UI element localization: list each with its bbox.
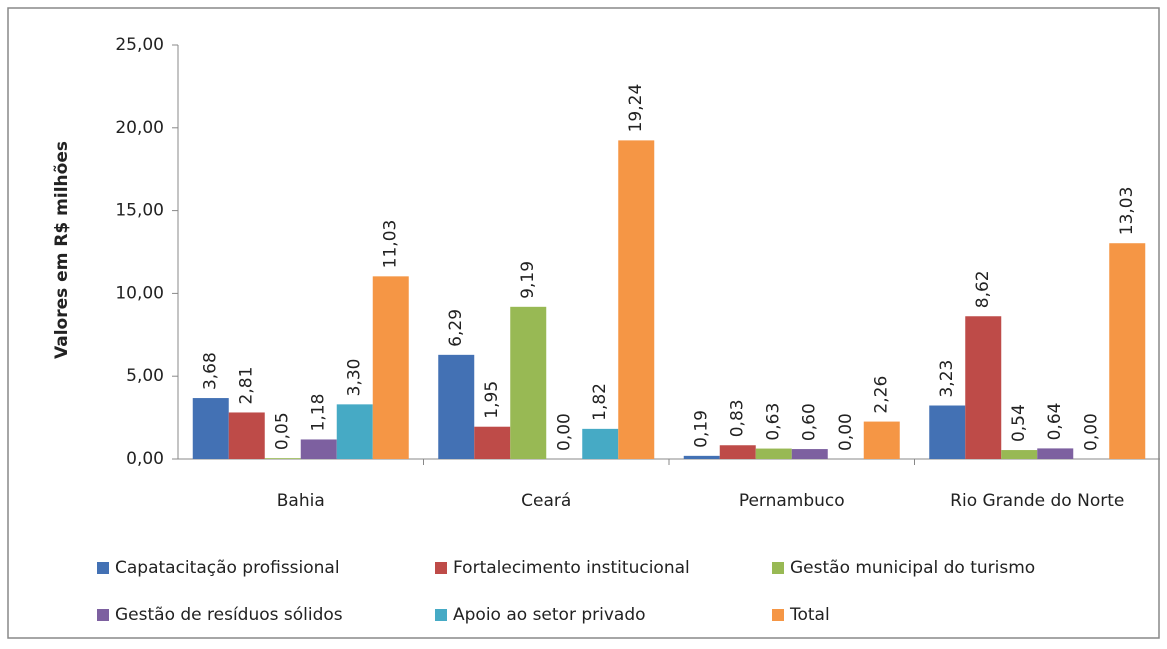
data-label: 1,95 (482, 381, 502, 419)
data-label: 0,19 (692, 410, 712, 448)
legend-swatch (435, 609, 447, 621)
bar (264, 458, 301, 459)
legend-label: Gestão municipal do turismo (790, 558, 1035, 578)
bar (510, 306, 547, 459)
x-tick-label: Bahia (277, 491, 325, 511)
data-label: 0,64 (1045, 403, 1065, 441)
bar (618, 140, 655, 459)
legend-swatch (772, 562, 784, 574)
legend-swatch (435, 562, 447, 574)
y-tick-label: 20,00 (115, 118, 164, 138)
legend-swatch (97, 562, 109, 574)
bar (582, 428, 619, 459)
bar (474, 426, 511, 459)
bar (336, 404, 373, 459)
bar (863, 421, 900, 459)
bar (1109, 243, 1146, 459)
bar (719, 445, 756, 459)
bar (372, 276, 409, 459)
bar (683, 455, 720, 459)
data-label: 0,00 (554, 413, 574, 451)
data-label: 1,18 (309, 394, 329, 432)
data-label: 0,60 (800, 403, 820, 441)
y-tick-label: 5,00 (126, 366, 164, 386)
data-label: 2,26 (872, 376, 892, 414)
data-label: 2,81 (237, 367, 257, 405)
data-label: 3,23 (937, 360, 957, 398)
data-label: 3,68 (201, 352, 221, 390)
data-label: 0,63 (764, 403, 784, 441)
data-label: 13,03 (1117, 187, 1137, 236)
bar (300, 439, 337, 459)
bar (755, 448, 792, 459)
legend-swatch (97, 609, 109, 621)
legend-swatch (772, 609, 784, 621)
bar (1037, 448, 1074, 459)
y-axis-label: Valores em R$ milhões (52, 141, 72, 359)
data-label: 3,30 (345, 358, 365, 396)
bar (791, 449, 828, 459)
bar (929, 405, 966, 459)
bar (228, 412, 265, 459)
legend-label: Total (789, 605, 830, 625)
legend-label: Gestão de resíduos sólidos (115, 605, 343, 625)
data-label: 0,54 (1009, 404, 1029, 442)
legend-label: Fortalecimento institucional (453, 558, 690, 578)
bar (1001, 450, 1038, 459)
y-tick-label: 10,00 (115, 283, 164, 303)
bar (438, 354, 475, 459)
data-label: 0,83 (728, 399, 748, 437)
y-tick-label: 0,00 (126, 449, 164, 469)
data-label: 0,05 (273, 412, 293, 450)
bar (965, 316, 1002, 459)
data-label: 1,82 (590, 383, 610, 421)
bar (192, 398, 229, 459)
legend-label: Apoio ao setor privado (453, 605, 646, 625)
x-tick-label: Ceará (521, 491, 571, 511)
data-label: 6,29 (446, 309, 466, 347)
data-label: 19,24 (626, 84, 646, 133)
x-tick-label: Rio Grande do Norte (950, 491, 1124, 511)
data-label: 9,19 (518, 261, 538, 299)
data-label: 0,00 (836, 413, 856, 451)
y-tick-label: 15,00 (115, 201, 164, 221)
legend-label: Capatacitação profissional (115, 558, 340, 578)
data-label: 0,00 (1081, 413, 1101, 451)
data-label: 8,62 (973, 270, 993, 308)
data-label: 11,03 (381, 220, 401, 269)
x-tick-label: Pernambuco (739, 491, 845, 511)
y-tick-label: 25,00 (115, 35, 164, 55)
